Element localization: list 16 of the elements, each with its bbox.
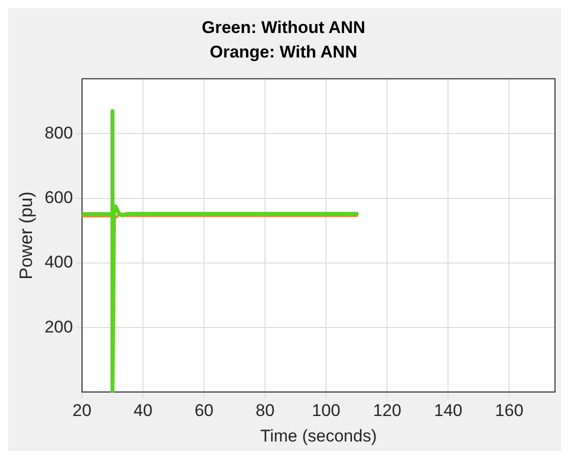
y-axis-title: Power (pu) bbox=[16, 191, 36, 280]
chart-title: Green: Without ANN bbox=[202, 18, 366, 37]
y-tick-label: 200 bbox=[44, 317, 73, 336]
chart-subtitle: Orange: With ANN bbox=[210, 42, 358, 62]
x-tick-label: 20 bbox=[72, 401, 92, 420]
x-tick-label: 160 bbox=[495, 401, 524, 420]
x-tick-label: 140 bbox=[434, 401, 462, 420]
y-tick-label: 600 bbox=[44, 188, 73, 208]
x-tick-label: 120 bbox=[372, 401, 402, 420]
x-tick-label: 40 bbox=[134, 401, 152, 420]
x-tick-label: 100 bbox=[312, 401, 340, 420]
x-tick-label: 80 bbox=[256, 401, 275, 420]
x-axis-title: Time (seconds) bbox=[260, 426, 377, 446]
y-tick-label: 400 bbox=[44, 252, 73, 272]
x-tick-label: 60 bbox=[194, 401, 214, 420]
y-tick-label: 800 bbox=[44, 123, 73, 142]
